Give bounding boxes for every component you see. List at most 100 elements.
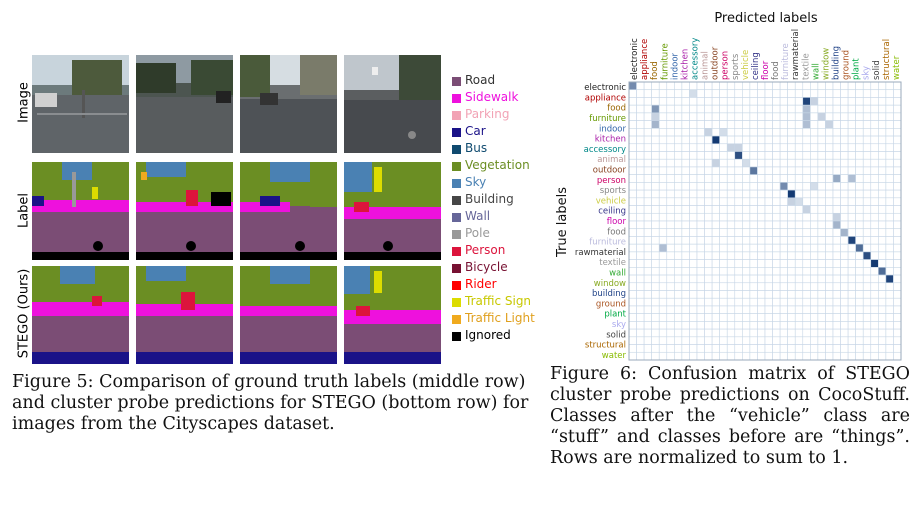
stego-prediction-1: [32, 266, 129, 364]
matrix-cell: [862, 297, 872, 307]
matrix-cell: [689, 166, 698, 175]
matrix-cell: [840, 81, 849, 91]
matrix-cell: [810, 297, 819, 307]
matrix-cell: [810, 228, 819, 237]
matrix-cell: [651, 243, 660, 253]
matrix-cell: [878, 81, 887, 91]
matrix-cell: [696, 89, 705, 98]
matrix-cell: [749, 228, 758, 237]
matrix-cell: [787, 174, 796, 183]
matrix-cell: [764, 328, 773, 338]
matrix-cell: [764, 313, 773, 322]
matrix-cell: [847, 97, 856, 106]
matrix-cell: [840, 128, 849, 137]
matrix-cell: [704, 143, 713, 152]
matrix-cell: [742, 112, 751, 121]
matrix-cell: [862, 313, 872, 322]
matrix-cell: [742, 336, 751, 345]
matrix-cell: [840, 135, 849, 145]
matrix-cell: [810, 274, 819, 284]
matrix-cell: [764, 274, 773, 284]
matrix-cell: [847, 313, 856, 322]
matrix-cell: [726, 151, 736, 160]
matrix-cell: [658, 297, 668, 307]
matrix-cell: [666, 81, 675, 91]
matrix-cell: [772, 274, 781, 284]
legend-label: Rider: [465, 277, 497, 291]
matrix-cell: [681, 205, 690, 214]
matrix-cell: [825, 89, 834, 98]
matrix-cell: [885, 290, 894, 299]
matrix-cell: [719, 151, 728, 160]
matrix-cell: [840, 236, 849, 245]
matrix-cell: [643, 274, 652, 284]
matrix-cell: [674, 81, 683, 91]
matrix-cell: [742, 297, 751, 307]
matrix-cell: [885, 228, 894, 237]
matrix-cell: [636, 120, 645, 129]
matrix-cell: [696, 336, 705, 345]
legend-label: Building: [465, 192, 514, 206]
matrix-cell: [651, 120, 660, 129]
matrix-cell: [742, 143, 751, 152]
matrix-cell: [643, 251, 652, 260]
matrix-cell: [885, 274, 894, 284]
matrix-cell: [757, 282, 766, 291]
matrix-cell: [893, 143, 902, 152]
matrix-cell: [787, 328, 796, 338]
matrix-cell: [711, 158, 720, 168]
matrix-cell: [855, 120, 864, 129]
matrix-cell: [825, 112, 834, 121]
matrix-cell: [704, 251, 713, 260]
matrix-cell: [878, 251, 887, 260]
matrix-cell: [847, 81, 856, 91]
matrix-cell: [772, 158, 781, 168]
matrix-cell: [825, 135, 834, 145]
matrix-cell: [742, 305, 751, 314]
matrix-cell: [711, 174, 720, 183]
matrix-cell: [734, 104, 743, 114]
matrix-cell: [651, 128, 660, 137]
matrix-cell: [878, 351, 887, 361]
matrix-cell: [825, 166, 834, 175]
matrix-cell: [749, 143, 758, 152]
matrix-cell: [726, 120, 736, 129]
matrix-cell: [726, 182, 736, 191]
legend-label: Person: [465, 243, 506, 257]
matrix-cell: [862, 259, 872, 268]
matrix-cell: [674, 251, 683, 260]
matrix-cell: [742, 128, 751, 137]
matrix-cell: [810, 328, 819, 338]
matrix-cell: [674, 166, 683, 175]
matrix-cell: [651, 236, 660, 245]
matrix-cell: [862, 290, 872, 299]
matrix-cell: [696, 344, 705, 353]
legend-swatch: [452, 298, 461, 307]
matrix-cell: [764, 151, 773, 160]
matrix-cell: [734, 89, 743, 98]
row-label-stego: STEGO (Ours): [16, 268, 32, 359]
matrix-cell: [772, 205, 781, 214]
matrix-cell: [628, 274, 637, 284]
y-tick-label: solid: [606, 330, 626, 340]
matrix-cell: [681, 313, 690, 322]
matrix-cell: [711, 97, 720, 106]
matrix-cell: [794, 135, 804, 145]
y-tick-label: accessory: [584, 145, 626, 155]
matrix-cell: [817, 236, 826, 245]
matrix-cell: [628, 351, 637, 361]
matrix-cell: [885, 89, 894, 98]
matrix-cell: [870, 81, 879, 91]
stego-prediction-2: [136, 266, 233, 364]
matrix-cell: [893, 321, 902, 330]
matrix-cell: [628, 313, 637, 322]
matrix-cell: [825, 97, 834, 106]
y-tick-label: water: [602, 351, 627, 361]
matrix-cell: [696, 259, 705, 268]
matrix-cell: [794, 297, 804, 307]
matrix-cell: [855, 336, 864, 345]
matrix-cell: [893, 205, 902, 214]
matrix-cell: [704, 236, 713, 245]
matrix-cell: [711, 135, 720, 145]
matrix-cell: [862, 228, 872, 237]
